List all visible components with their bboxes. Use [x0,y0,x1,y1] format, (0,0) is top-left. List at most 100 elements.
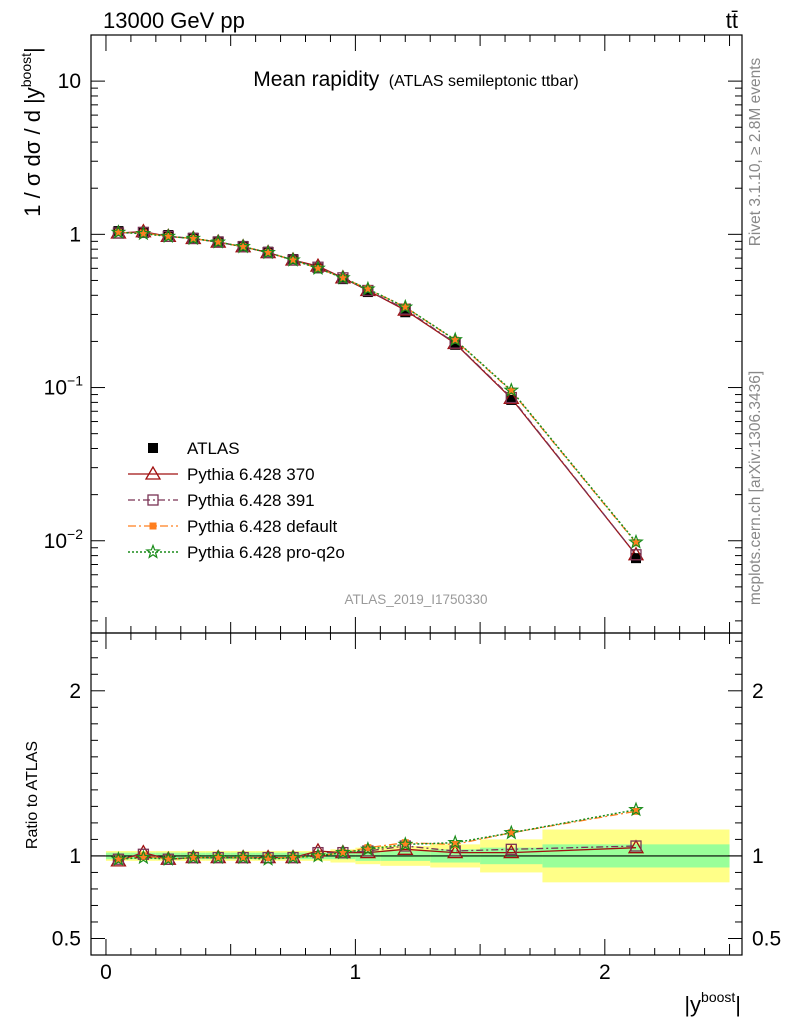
legend-label-atlas: ATLAS [187,439,240,458]
data-point-pythia-6-428-370 [503,390,520,405]
chart-title-group: Mean rapidity (ATLAS semileptonic ttbar) [253,68,579,91]
ratio-point-pythia-6-428-default [214,854,222,862]
chart-subtitle: (ATLAS semileptonic ttbar) [389,73,579,90]
ratio-point-pythia-6-428-pro-q2o [160,850,177,866]
x-axis-label-text: |y [684,992,701,1017]
legend-label-pythia-6-428-370: Pythia 6.428 370 [187,465,315,484]
ratio-point-pythia-6-428-default [239,854,247,862]
data-point-pythia-6-428-pro-q2o [397,298,414,314]
ratio-point-pythia-6-428-default [364,844,372,852]
legend-marker-pythia-6-428-pro-q2o [145,543,161,559]
ratio-point-pythia-6-428-default [289,854,297,862]
legend-label-pythia-6-428-pro-q2o: Pythia 6.428 pro-q2o [187,543,345,562]
main-series-group [110,223,645,564]
main-y-tick-label: 1 [69,223,81,246]
ratio-point-pythia-6-428-default [339,849,347,857]
ratio-point-pythia-6-428-default [164,855,172,863]
main-y-tick-label: 10 [58,70,81,93]
x-axis-label-sup: boost [701,989,735,1005]
data-point-pythia-6-428-default [314,264,322,272]
legend-marker-pythia-6-428-370 [144,465,162,480]
data-point-pythia-6-428-pro-q2o [185,230,202,246]
data-point-pythia-6-428-default [632,539,640,547]
data-point-pythia-6-428-pro-q2o [447,331,463,347]
ratio-point-pythia-6-428-pro-q2o [285,849,301,865]
data-point-atlas [400,307,411,318]
data-point-pythia-6-428-default [239,243,247,251]
ratio-y-tick-label-right: 2 [752,680,764,703]
legend-marker-pythia-6-428-391 [147,494,159,506]
legend-item-pythia-6-428-370: Pythia 6.428 370 [128,465,315,484]
process-label: tt̄ [726,8,738,33]
data-point-pythia-6-428-pro-q2o [210,233,227,249]
main-y-axis-label-end: | [20,47,45,53]
ratio-point-pythia-6-428-370 [447,844,464,859]
x-tick-label: 1 [350,961,362,984]
ratio-y-tick-label: 2 [69,680,81,703]
ratio-point-pythia-6-428-pro-q2o [397,836,414,852]
data-point-pythia-6-428-default [139,229,147,237]
data-point-pythia-6-428-pro-q2o [160,228,177,244]
data-point-pythia-6-428-default [364,285,372,293]
ratio-point-pythia-6-428-370 [503,844,520,859]
ratio-point-pythia-6-428-default [401,839,409,847]
data-point-pythia-6-428-default [289,256,297,264]
data-point-pythia-6-428-pro-q2o [628,533,644,549]
ratio-point-pythia-6-428-pro-q2o [260,850,276,866]
data-point-atlas [630,553,641,564]
data-point-pythia-6-428-pro-q2o [335,269,351,285]
ratio-panel: 0.5 0.5 1 1 2 2 0 1 2 Ratio to ATLAS |yboost| [24,632,781,1017]
legend-marker-pythia-6-428-default [149,522,157,530]
ratio-line-pythia-6-428-pro-q2o [118,808,637,860]
ratio-point-pythia-6-428-391 [630,840,642,852]
legend-label-pythia-6-428-default: Pythia 6.428 default [187,517,338,536]
main-x-axis-ticks [105,35,731,633]
x-axis-label: |yboost| [684,989,741,1017]
data-point-pythia-6-428-default [401,303,409,311]
series-line-pythia-6-428-391 [118,231,637,556]
ratio-point-pythia-6-428-pro-q2o [447,834,463,850]
main-y-axis-label: 1 / σ dσ / d |yboost| [18,47,45,216]
chart-title: Mean rapidity [253,68,380,91]
ratio-point-pythia-6-428-pro-q2o [110,850,127,866]
ratio-point-pythia-6-428-pro-q2o [310,847,326,863]
ratio-point-pythia-6-428-default [451,840,459,848]
data-point-pythia-6-428-pro-q2o [310,260,326,276]
data-point-pythia-6-428-default [507,387,515,395]
legend-item-pythia-6-428-pro-q2o: Pythia 6.428 pro-q2o [128,543,345,562]
data-point-pythia-6-428-default [214,238,222,246]
ratio-point-pythia-6-428-391 [505,843,517,855]
data-point-pythia-6-428-pro-q2o [285,251,301,267]
ratio-point-pythia-6-428-pro-q2o [185,849,202,865]
ratio-point-pythia-6-428-default [314,852,322,860]
x-axis-label-end: | [735,992,741,1017]
ratio-point-pythia-6-428-default [632,807,640,815]
data-point-pythia-6-428-391 [112,227,125,239]
ratio-point-pythia-6-428-pro-q2o [235,849,251,865]
ratio-point-pythia-6-428-default [189,854,197,862]
x-tick-label: 2 [599,961,611,984]
data-point-pythia-6-428-pro-q2o [360,280,376,296]
x-tick-label: 0 [100,961,112,984]
ratio-y-tick-label-right: 1 [752,845,764,868]
data-point-pythia-6-428-pro-q2o [135,225,152,241]
main-y-axis-label-sup: boost [18,53,34,87]
ratio-y-axis: 0.5 0.5 1 1 2 2 [52,640,781,956]
ratio-point-pythia-6-428-pro-q2o [210,849,227,865]
data-point-pythia-6-428-391 [630,549,642,561]
x-axis: 0 1 2 [100,633,731,984]
main-panel: 10 1 10−1 10−2 Mean rapidity (ATLAS semilep… [18,34,743,634]
legend-item-pythia-6-428-391: Pythia 6.428 391 [128,491,315,510]
ratio-point-pythia-6-428-default [114,855,122,863]
ratio-series-group [110,801,645,867]
data-point-atlas [506,394,517,405]
ratio-point-pythia-6-428-pro-q2o [628,801,644,817]
legend-item-pythia-6-428-default: Pythia 6.428 default [128,517,338,536]
analysis-id-label: ATLAS_2019_I1750330 [344,592,487,607]
rivet-version-label: Rivet 3.1.10, ≥ 2.8M events [747,57,764,246]
ratio-point-pythia-6-428-pro-q2o [503,824,520,840]
data-point-pythia-6-428-default [114,228,122,236]
legend-item-atlas: ATLAS [148,439,240,458]
data-point-pythia-6-428-pro-q2o [260,244,276,260]
